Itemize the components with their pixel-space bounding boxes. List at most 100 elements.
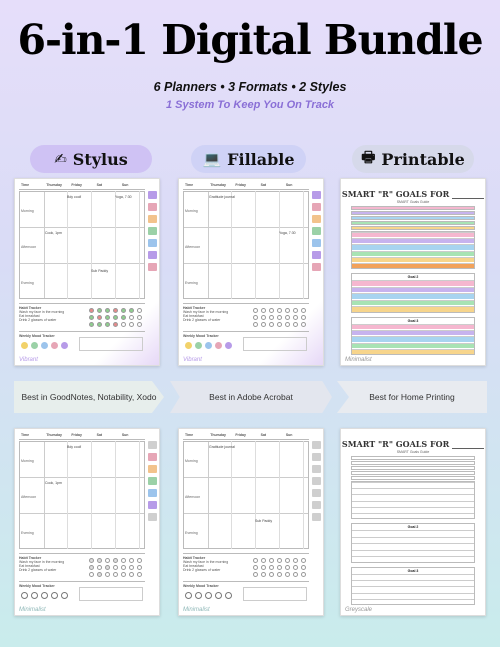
row-label: Evening bbox=[21, 531, 34, 535]
planner-note: Sub Paddy bbox=[91, 269, 109, 273]
habit-tracker-title: Habit Tracker bbox=[19, 556, 42, 560]
habit-tracker-title: Habit Tracker bbox=[183, 556, 206, 560]
column-header: Friday bbox=[235, 183, 246, 187]
mood-tracker-title: Weekly Mood Tracker bbox=[183, 334, 219, 338]
column-header: Sat bbox=[260, 183, 267, 187]
planner-note: Gratitude journal bbox=[209, 445, 235, 449]
habit-tracker-title: Habit Tracker bbox=[183, 306, 206, 310]
mood-notes-box bbox=[243, 587, 307, 601]
planner-columns: Time Thursday Friday Sat Sun bbox=[19, 183, 145, 190]
goals-subtitle: SMART Goals Guide bbox=[396, 200, 430, 204]
style-tag: Vibrant bbox=[19, 357, 38, 363]
row-label: Evening bbox=[185, 531, 198, 535]
mood-tracker-title: Weekly Mood Tracker bbox=[183, 584, 219, 588]
habit-tracker: Habit Tracker Wash my face in the mornin… bbox=[183, 553, 309, 579]
goal-box: Goal 2 bbox=[351, 273, 475, 313]
planner-note: Cook, 1pm bbox=[45, 481, 62, 485]
planner-day-columns bbox=[44, 191, 145, 299]
row-label: Evening bbox=[185, 281, 198, 285]
column-header: Sun bbox=[121, 433, 129, 437]
row-label: Afternoon bbox=[185, 495, 201, 499]
habit-item: Wash my face in the morning bbox=[19, 560, 65, 564]
goal-box: Goal 2 bbox=[351, 523, 475, 563]
goals-guide-bars bbox=[351, 456, 475, 480]
planner-side-tabs bbox=[148, 191, 157, 271]
planner-day-columns bbox=[208, 441, 309, 549]
row-label: Morning bbox=[21, 459, 34, 463]
goals-title: SMART "R" GOALS FOR ________ bbox=[341, 189, 485, 199]
mood-notes-box bbox=[243, 337, 307, 351]
bundle-tagline: 1 System To Keep You On Track bbox=[165, 99, 335, 111]
mood-tracker: Weekly Mood Tracker bbox=[183, 331, 309, 355]
planner-note: Yoga, 7:30 bbox=[279, 231, 296, 235]
format-pill-printable: 🖶 Printable bbox=[352, 145, 474, 173]
planner-note: Bdy cool! bbox=[67, 195, 82, 199]
goals-preview-printable-greyscale: SMART "R" GOALS FOR ________ SMART Goals… bbox=[340, 428, 486, 616]
habit-item: Wash my face in the morning bbox=[19, 310, 65, 314]
mood-faces bbox=[185, 592, 232, 599]
goal-box: Goal 3 bbox=[351, 567, 475, 605]
style-tag: Minimalist bbox=[345, 357, 372, 363]
row-label: Afternoon bbox=[21, 245, 37, 249]
planner-preview-fillable-vibrant: Time Thursday Friday Sat Sun Morning Aft… bbox=[178, 178, 324, 366]
habit-item: Wash my face in the morning bbox=[183, 560, 229, 564]
planner-note: Gratitude journal bbox=[209, 195, 235, 199]
habit-item: Drink 2 glasses of water bbox=[183, 568, 221, 572]
row-label: Evening bbox=[21, 281, 34, 285]
planner-note: Cook, 1pm bbox=[45, 231, 62, 235]
column-header: Sun bbox=[121, 183, 129, 187]
pencil-icon: ✍ bbox=[54, 150, 67, 168]
row-label: Morning bbox=[185, 459, 198, 463]
column-header: Thursday bbox=[210, 433, 226, 437]
column-header: Friday bbox=[71, 183, 82, 187]
goals-title: SMART "R" GOALS FOR ________ bbox=[341, 439, 485, 449]
planner-day-columns bbox=[44, 441, 145, 549]
planner-preview-stylus-minimalist: Time Thursday Friday Sat Sun Morning Aft… bbox=[14, 428, 160, 616]
row-label: Morning bbox=[21, 209, 34, 213]
goals-preview-printable: SMART "R" GOALS FOR ________ SMART Goals… bbox=[340, 178, 486, 366]
planner-side-tabs bbox=[148, 441, 157, 521]
planner-day-columns bbox=[208, 191, 309, 299]
bundle-subtitle: 6 Planners • 3 Formats • 2 Styles bbox=[153, 80, 347, 94]
format-label: Printable bbox=[381, 149, 465, 169]
goal-box-caption: Goal 2 bbox=[407, 275, 419, 279]
goals-guide-bars bbox=[351, 206, 475, 230]
habit-item: Eat breakfast bbox=[19, 564, 40, 568]
column-header: Time bbox=[21, 433, 30, 437]
goal-box-caption: Goal 2 bbox=[407, 525, 419, 529]
habit-dots bbox=[253, 308, 307, 327]
style-tag: Vibrant bbox=[183, 357, 202, 363]
caption-stylus: Best in GoodNotes, Notability, Xodo bbox=[14, 381, 164, 413]
mood-faces bbox=[21, 342, 68, 349]
planner-columns: Time Thursday Friday Sat Sun bbox=[183, 433, 309, 440]
column-header: Friday bbox=[235, 433, 246, 437]
habit-item: Drink 2 glasses of water bbox=[183, 318, 221, 322]
printer-icon: 🖶 bbox=[361, 147, 376, 166]
habit-item: Eat breakfast bbox=[183, 564, 204, 568]
laptop-icon: 💻 bbox=[202, 150, 222, 168]
column-header: Sat bbox=[96, 183, 103, 187]
mood-tracker: Weekly Mood Tracker bbox=[19, 581, 145, 605]
planner-preview-stylus-vibrant: Time Thursday Friday Sat Sun Morning Aft… bbox=[14, 178, 160, 366]
planner-note: Bdy cool! bbox=[67, 445, 82, 449]
format-label: Fillable bbox=[227, 149, 295, 169]
mood-tracker-title: Weekly Mood Tracker bbox=[19, 584, 55, 588]
mood-faces bbox=[185, 342, 232, 349]
habit-item: Drink 2 glasses of water bbox=[19, 318, 57, 322]
goal-box-caption: Goal 3 bbox=[407, 319, 419, 323]
row-label: Afternoon bbox=[21, 495, 37, 499]
mood-notes-box bbox=[79, 337, 143, 351]
habit-tracker: Habit Tracker Wash my face in the mornin… bbox=[19, 303, 145, 329]
column-header: Time bbox=[185, 433, 194, 437]
planner-note: Sub Paddy bbox=[255, 519, 273, 523]
column-header: Time bbox=[185, 183, 194, 187]
planner-preview-fillable-minimalist: Time Thursday Friday Sat Sun Morning Aft… bbox=[178, 428, 324, 616]
mood-faces bbox=[21, 592, 68, 599]
planner-columns: Time Thursday Friday Sat Sun bbox=[183, 183, 309, 190]
goal-box bbox=[351, 481, 475, 519]
page-title: 6-in-1 Digital Bundle bbox=[17, 16, 483, 64]
row-label: Morning bbox=[185, 209, 198, 213]
habit-dots bbox=[253, 558, 307, 577]
caption-printable: Best for Home Printing bbox=[337, 381, 487, 413]
column-header: Sat bbox=[96, 433, 103, 437]
